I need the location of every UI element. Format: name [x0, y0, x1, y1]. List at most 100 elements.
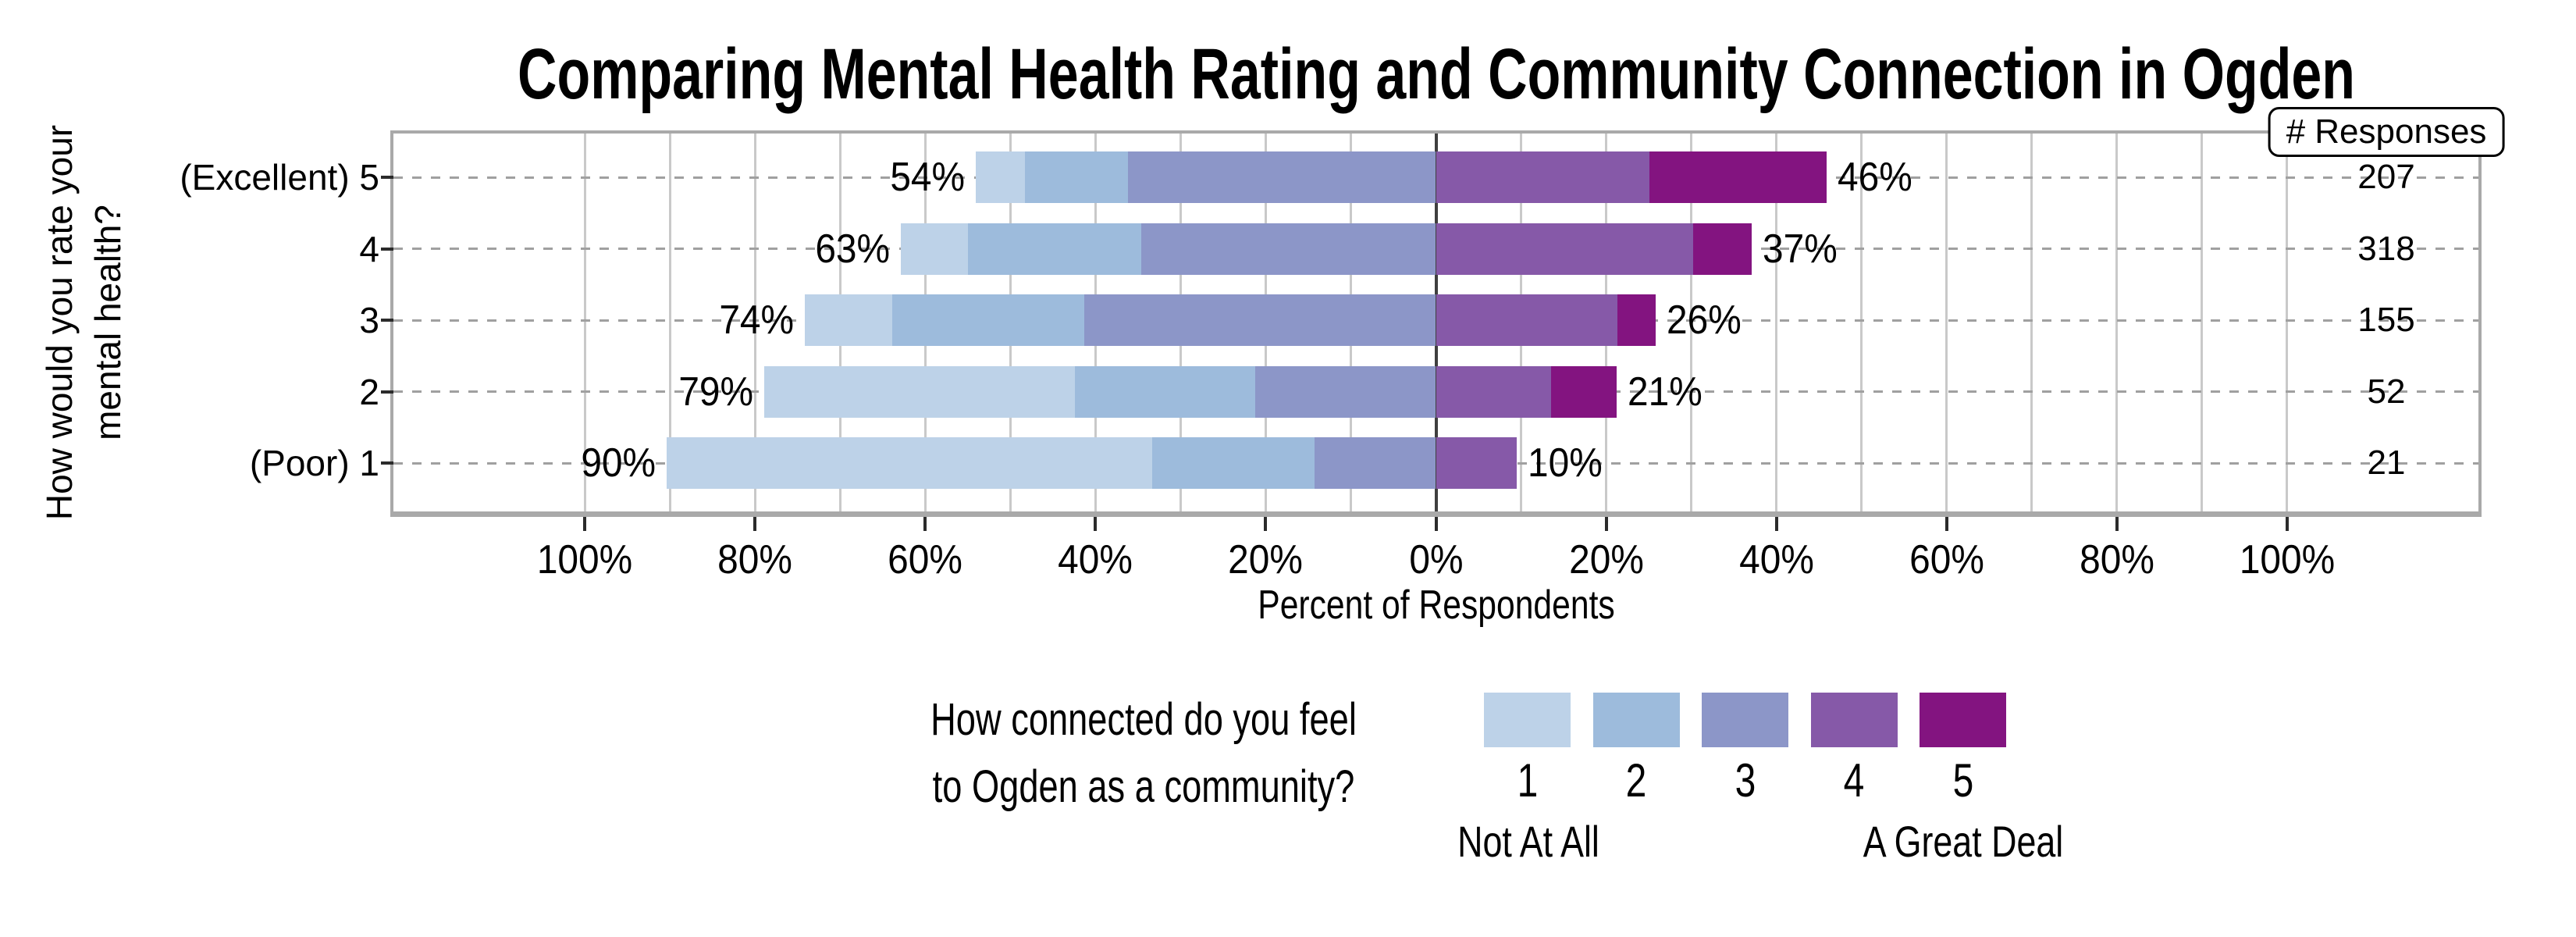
- bar-right-total-label: 10%: [1528, 440, 1603, 486]
- gridline: [753, 134, 756, 511]
- x-tick-label: 40%: [1058, 537, 1133, 583]
- y-tick: [381, 390, 393, 394]
- bar-segment-row4-cat3: [1255, 365, 1436, 418]
- y-axis-title-line-1: How would you rate your: [39, 124, 80, 521]
- x-tick: [1264, 517, 1268, 531]
- bar-segment-row4-cat5: [1550, 365, 1617, 418]
- bar-right-total-label: 37%: [1762, 226, 1838, 272]
- y-axis-title-line-2: mental health?: [87, 205, 128, 440]
- legend-swatch-5: [1920, 693, 2006, 747]
- y-tick: [381, 319, 393, 322]
- x-tick: [923, 517, 927, 531]
- bar-right-total-label: 21%: [1627, 369, 1703, 415]
- bar-segment-row2-cat5: [1692, 223, 1752, 275]
- bar-segment-row1-cat2: [1024, 151, 1128, 203]
- legend-number-1: 1: [1517, 754, 1538, 807]
- bar-segment-row1-cat1: [975, 151, 1025, 203]
- y-tick-label: 4: [359, 228, 379, 269]
- responses-value: 52: [2367, 372, 2406, 411]
- bar-segment-row2-cat3: [1141, 223, 1436, 275]
- bar-segment-row5-cat1: [666, 437, 1153, 489]
- legend-title-line-1: How connected do you feel: [930, 694, 1357, 745]
- y-tick-label: 2: [359, 371, 379, 412]
- legend-swatch-2: [1592, 693, 1680, 747]
- chart-title: Comparing Mental Health Rating and Commu…: [517, 34, 2356, 114]
- bar-segment-row3-cat4: [1436, 294, 1617, 346]
- x-tick-label: 60%: [1909, 537, 1984, 583]
- bar-segment-row2-cat4: [1436, 223, 1693, 275]
- x-axis-title: Percent of Respondents: [1258, 583, 1615, 628]
- gridline: [583, 134, 586, 511]
- legend-low-label: Not At All: [1457, 817, 1599, 866]
- bar-left-total-label: 63%: [815, 226, 890, 272]
- bar-segment-row2-cat2: [967, 223, 1142, 275]
- responses-value: 155: [2357, 301, 2415, 339]
- legend-swatch-4: [1810, 693, 1898, 747]
- bar-segment-row2-cat1: [900, 223, 968, 275]
- gridline: [668, 134, 671, 511]
- x-tick-label: 100%: [2239, 537, 2335, 583]
- gridline: [1945, 134, 1948, 511]
- x-tick-label: 20%: [1228, 537, 1304, 583]
- gridline: [2286, 134, 2289, 511]
- bar-left-total-label: 79%: [678, 369, 754, 415]
- legend-swatch-1: [1484, 693, 1571, 747]
- bar-left-total-label: 74%: [718, 297, 794, 343]
- bar-right-total-label: 46%: [1837, 155, 1912, 200]
- x-tick: [1434, 517, 1438, 531]
- bar-right-total-label: 26%: [1666, 297, 1742, 343]
- bar-segment-row3-cat2: [891, 294, 1085, 346]
- x-tick-label: 60%: [888, 537, 963, 583]
- x-tick-label: 20%: [1568, 537, 1644, 583]
- y-tick: [381, 176, 393, 179]
- bar-segment-row5-cat2: [1152, 437, 1315, 489]
- bar-segment-row1-cat3: [1127, 151, 1436, 203]
- legend-number-5: 5: [1952, 754, 1973, 807]
- bar-segment-row1-cat4: [1436, 151, 1650, 203]
- x-tick: [1604, 517, 1608, 531]
- bar-segment-row3-cat3: [1084, 294, 1436, 346]
- gridline: [1775, 134, 1778, 511]
- gridline: [2201, 134, 2204, 511]
- gridline: [1860, 134, 1863, 511]
- gridline: [2030, 134, 2033, 511]
- x-tick: [2285, 517, 2289, 531]
- y-tick: [381, 461, 393, 465]
- plot-area: # Responses 54% 46% 207 63% 37% 318 74% 26% 155 7…: [390, 107, 2505, 517]
- y-tick: [381, 247, 393, 251]
- x-tick-label: 80%: [717, 537, 793, 583]
- bar-segment-row4-cat4: [1436, 365, 1551, 418]
- legend-title-line-2: to Ogden as a community?: [932, 761, 1355, 812]
- responses-header-label: # Responses: [2286, 112, 2487, 151]
- y-tick-label: (Excellent) 5: [180, 157, 379, 198]
- legend-number-2: 2: [1625, 754, 1647, 807]
- x-tick: [2115, 517, 2119, 531]
- bar-segment-row3-cat1: [804, 294, 892, 346]
- responses-value: 318: [2357, 229, 2415, 268]
- responses-value: 21: [2367, 444, 2406, 482]
- bar-segment-row4-cat1: [764, 365, 1076, 418]
- legend-number-3: 3: [1735, 754, 1756, 807]
- responses-value: 207: [2357, 158, 2415, 196]
- x-tick: [1774, 517, 1778, 531]
- bar-left-total-label: 90%: [581, 440, 656, 486]
- x-tick-label: 100%: [537, 537, 633, 583]
- y-tick-label: 3: [359, 300, 379, 340]
- bar-segment-row4-cat2: [1075, 365, 1256, 418]
- bar-left-total-label: 54%: [889, 155, 965, 200]
- legend-high-label: A Great Deal: [1863, 817, 2064, 866]
- responses-header-box: # Responses: [2268, 107, 2505, 157]
- x-tick: [1094, 517, 1098, 531]
- bar-segment-row1-cat5: [1649, 151, 1827, 203]
- x-tick: [753, 517, 757, 531]
- gridline: [1690, 134, 1693, 511]
- x-tick: [1944, 517, 1948, 531]
- x-tick-label: 80%: [2079, 537, 2154, 583]
- x-tick-label: 0%: [1408, 537, 1464, 583]
- bar-segment-row5-cat4: [1436, 437, 1517, 489]
- y-tick-label: (Poor) 1: [249, 443, 379, 483]
- bar-segment-row5-cat3: [1314, 437, 1436, 489]
- x-tick: [583, 517, 587, 531]
- bar-segment-row3-cat5: [1617, 294, 1656, 346]
